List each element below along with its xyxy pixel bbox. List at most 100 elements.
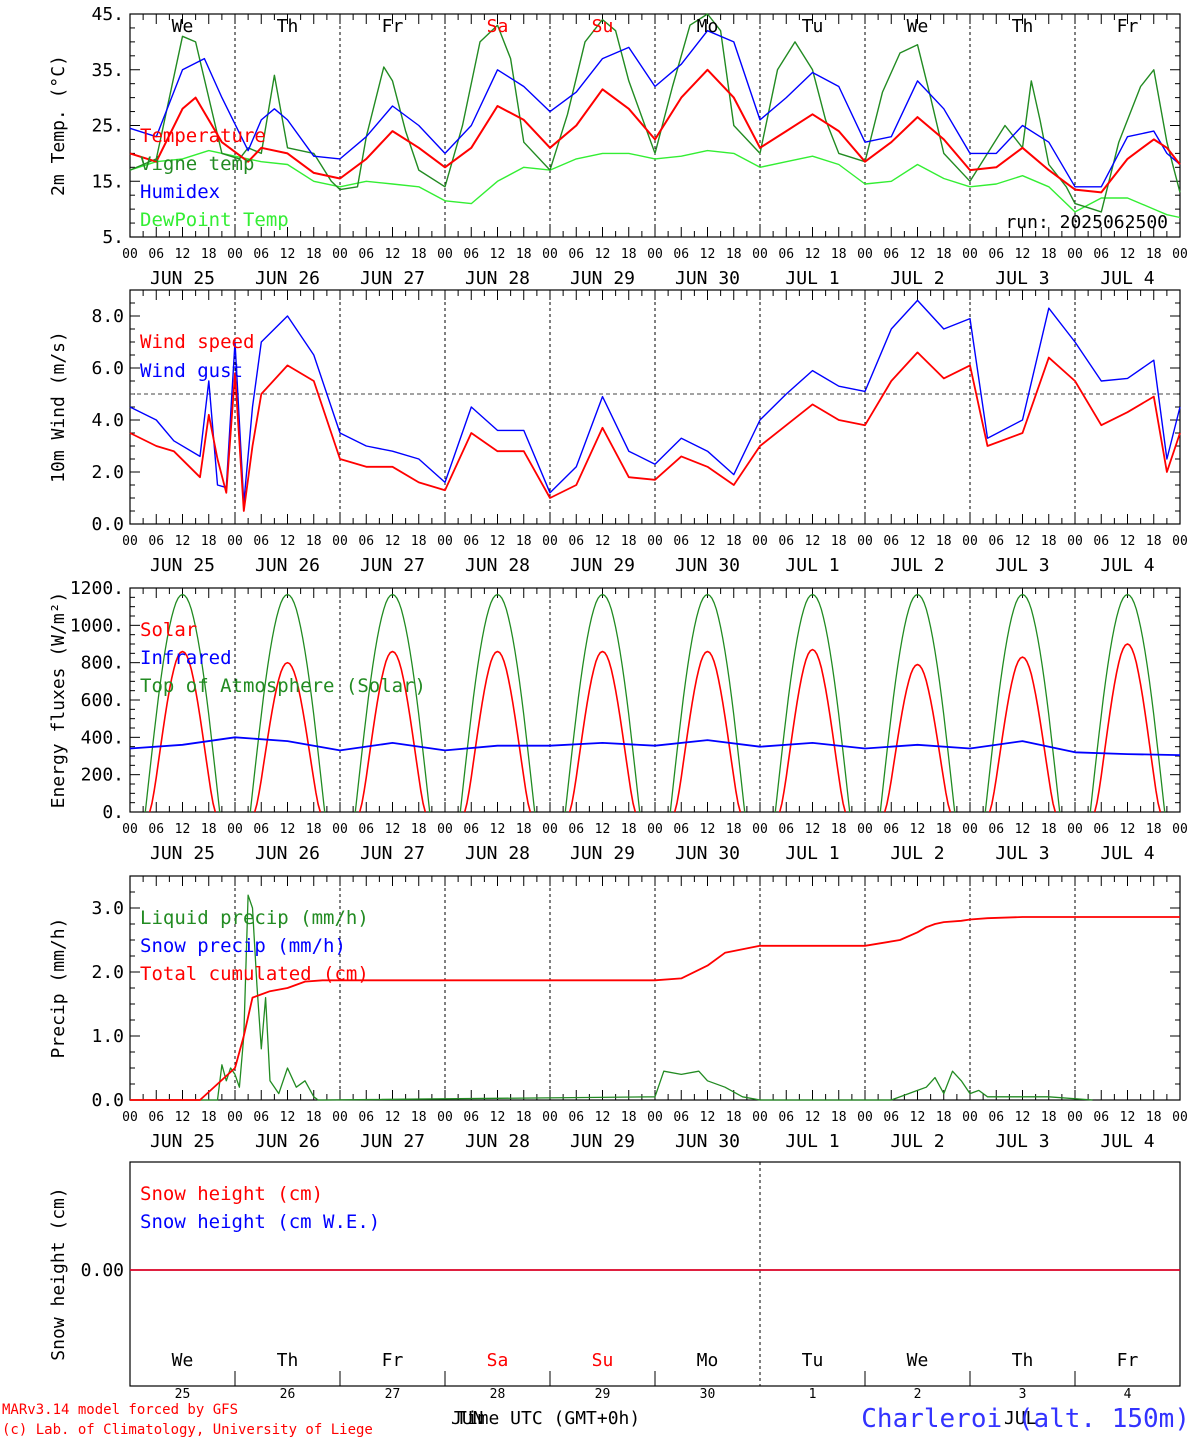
hour-tick-label: 06	[673, 534, 689, 549]
hour-tick-label: 12	[910, 822, 926, 837]
energy-series	[129, 593, 1181, 813]
temperature-y-axis: 5. 15. 25. 35. 45. 2m Temp. (°C)	[48, 4, 1180, 248]
day-label: JUN 25	[150, 555, 215, 576]
hour-tick-label: 12	[1015, 534, 1031, 549]
hour-tick-label: 18	[1041, 1110, 1057, 1125]
y-tick-label: 400.	[81, 727, 124, 748]
hour-tick-label: 00	[752, 534, 768, 549]
hour-tick-label: 00	[227, 1110, 243, 1125]
day-label: JUN 28	[465, 555, 530, 576]
y-tick-label: 35.	[91, 60, 124, 81]
hour-tick-label: 18	[936, 534, 952, 549]
y-axis-label: Snow height (cm)	[48, 1187, 69, 1360]
hour-tick-label: 06	[568, 822, 584, 837]
day-number-label: 28	[490, 1387, 506, 1402]
legend-solar: Solar	[140, 619, 197, 641]
hour-tick-label: 12	[805, 1110, 821, 1125]
day-label: JUN 30	[675, 1131, 740, 1152]
day-label: JUL 2	[890, 268, 944, 289]
hour-tick-label: 12	[280, 247, 296, 262]
hour-tick-label: 06	[463, 1110, 479, 1125]
hour-tick-label: 18	[516, 822, 532, 837]
day-label: JUN 29	[570, 843, 635, 864]
day-label: JUL 4	[1100, 1131, 1154, 1152]
weekday-label: Fr	[1117, 1350, 1139, 1371]
hour-tick-label: 12	[385, 1110, 401, 1125]
hour-tick-label: 12	[175, 822, 191, 837]
vigne-temp-line	[129, 13, 1181, 213]
toa-solar-curve	[249, 593, 326, 813]
legend-temperature: Temperature	[140, 125, 266, 147]
snow-legend: Snow height (cm) Snow height (cm W.E.)	[140, 1183, 380, 1233]
hour-tick-label: 18	[1146, 534, 1162, 549]
solar-curve	[778, 648, 847, 813]
day-label: JUL 1	[785, 268, 839, 289]
hour-tick-label: 00	[647, 247, 663, 262]
hour-tick-label: 06	[148, 247, 164, 262]
y-tick-label: 800.	[81, 653, 124, 674]
model-credit: MARv3.14 model forced by GFS	[2, 1402, 238, 1418]
day-label: JUN 25	[150, 268, 215, 289]
energy-y-axis: 0. 200. 400. 600. 800. 1000. 1200.Energy fluxe…	[48, 578, 1180, 823]
hour-tick-label: 00	[857, 247, 873, 262]
hour-tick-label: 00	[752, 822, 768, 837]
day-number-label: 3	[1019, 1387, 1027, 1402]
hour-tick-label: 18	[936, 247, 952, 262]
day-number-label: 25	[175, 1387, 191, 1402]
day-label: JUL 2	[890, 1131, 944, 1152]
day-label: JUL 4	[1100, 555, 1154, 576]
hour-tick-label: 12	[700, 822, 716, 837]
hour-tick-label: 00	[332, 534, 348, 549]
snow-y-axis: 0.00 Snow height (cm)	[48, 1187, 124, 1360]
hour-tick-label: 00	[542, 247, 558, 262]
day-label: JUN 30	[675, 268, 740, 289]
solar-curve	[883, 663, 952, 813]
hour-tick-label: 06	[358, 247, 374, 262]
temperature-legend: Temperature Vigne temp Humidex DewPoint Tem…	[140, 125, 289, 231]
hour-tick-label: 18	[201, 822, 217, 837]
day-label: JUN 28	[465, 1131, 530, 1152]
hour-tick-label: 00	[437, 822, 453, 837]
hour-tick-label: 18	[201, 247, 217, 262]
day-label: JUL 1	[785, 843, 839, 864]
day-label: JUN 25	[150, 1131, 215, 1152]
hour-tick-label: 06	[673, 1110, 689, 1125]
day-label: JUN 28	[465, 843, 530, 864]
hour-tick-label: 06	[358, 822, 374, 837]
day-number-label: 26	[280, 1387, 296, 1402]
lab-credit: (c) Lab. of Climatology, University of L…	[2, 1422, 373, 1438]
hour-tick-label: 06	[988, 1110, 1004, 1125]
y-tick-label: 8.0	[91, 306, 124, 327]
toa-solar-curve	[459, 593, 536, 813]
y-tick-label: 6.0	[91, 358, 124, 379]
hour-tick-label: 06	[568, 1110, 584, 1125]
hour-tick-label: 06	[883, 534, 899, 549]
month-label-jun: JUN	[451, 1408, 484, 1429]
hour-tick-label: 12	[490, 247, 506, 262]
hour-tick-label: 18	[516, 247, 532, 262]
y-tick-label: 200.	[81, 765, 124, 786]
hour-tick-label: 00	[332, 822, 348, 837]
hour-tick-label: 06	[883, 1110, 899, 1125]
hour-tick-label: 06	[673, 822, 689, 837]
y-axis-label: Precip (mm/h)	[48, 918, 69, 1059]
toa-solar-curve	[669, 593, 746, 813]
hour-tick-label: 12	[700, 247, 716, 262]
hour-tick-label: 18	[1041, 822, 1057, 837]
hour-tick-label: 12	[490, 534, 506, 549]
y-tick-label: 0.0	[91, 514, 124, 535]
day-number-label: 1	[809, 1387, 817, 1402]
hour-tick-label: 18	[831, 247, 847, 262]
y-tick-label: 0.0	[91, 1090, 124, 1111]
hour-tick-label: 18	[831, 534, 847, 549]
weekday-label: Th	[277, 16, 299, 37]
day-label: JUL 1	[785, 1131, 839, 1152]
solar-curve	[568, 650, 637, 813]
hour-tick-label: 12	[805, 534, 821, 549]
wind-legend: Wind speed Wind gust	[140, 331, 254, 382]
precip-y-axis: 0.0 1.0 2.0 3.0 Precip (mm/h)	[48, 875, 1180, 1111]
day-label: JUL 3	[995, 555, 1049, 576]
station-name: Charleroi (alt. 150m)	[861, 1404, 1190, 1434]
hour-tick-label: 06	[778, 1110, 794, 1125]
weekday-label: Sa	[487, 1350, 509, 1371]
